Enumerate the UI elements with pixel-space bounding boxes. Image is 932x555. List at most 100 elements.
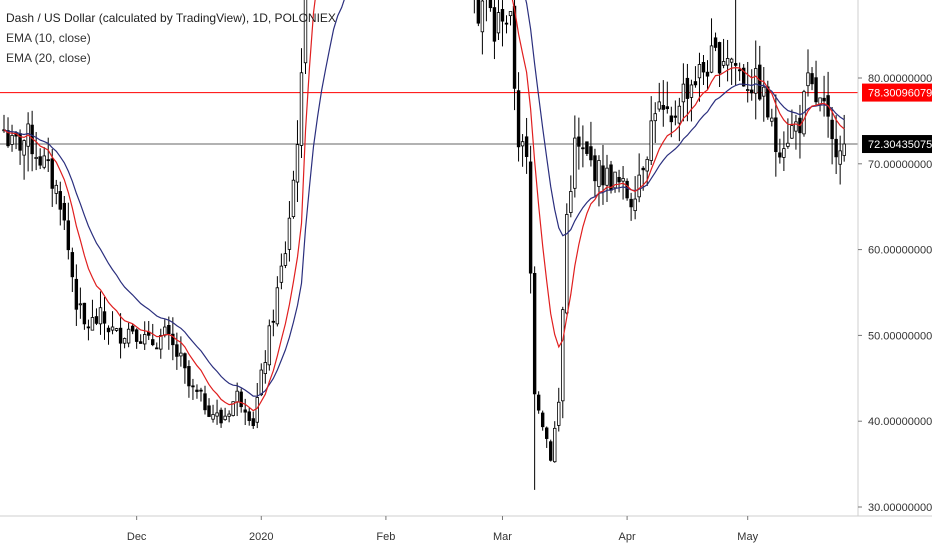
candle-body (74, 278, 79, 310)
candle (183, 352, 187, 384)
candle (247, 407, 251, 426)
candle (476, 0, 481, 27)
candle (54, 179, 58, 205)
candle-body (842, 143, 846, 156)
candle (798, 104, 802, 159)
candle-body (267, 325, 272, 366)
candle (235, 382, 239, 417)
x-tick-label: Feb (376, 531, 395, 543)
candle-body (705, 71, 710, 77)
candle (118, 313, 123, 359)
candle-body (589, 146, 593, 161)
candle (685, 63, 690, 122)
candle-body (536, 394, 541, 411)
candle-body (504, 22, 509, 25)
candle-body (187, 366, 191, 387)
candle-body (822, 97, 826, 102)
candle (605, 154, 609, 202)
candle-body (681, 83, 686, 103)
ema20-legend[interactable]: EMA (20, close) (6, 51, 91, 65)
candle (151, 323, 155, 347)
candle-body (179, 352, 183, 357)
candle-body (175, 344, 179, 357)
candle (263, 350, 267, 384)
candle-body (90, 317, 95, 331)
candle (275, 276, 280, 327)
candle-body (750, 89, 754, 94)
candle (741, 64, 746, 87)
candle-body (597, 160, 601, 187)
candle (585, 141, 589, 156)
ema10-legend[interactable]: EMA (10, close) (6, 31, 91, 45)
candle-body (814, 77, 818, 103)
candle (516, 72, 521, 162)
candle (814, 60, 818, 106)
candle-body (689, 84, 694, 98)
candle-body (762, 86, 766, 97)
last-price-label-bg (862, 135, 932, 154)
candle-body (561, 309, 565, 402)
candle (492, 0, 497, 60)
x-tick-label: Apr (619, 531, 636, 543)
ema10-line (3, 0, 845, 412)
candle (681, 63, 686, 122)
candle-body (134, 329, 139, 342)
candle-body (54, 184, 58, 194)
candle (593, 148, 597, 198)
candle-body (126, 328, 131, 344)
y-tick-label: 30.00000000 (868, 502, 932, 514)
candle (617, 169, 621, 193)
candle-body (545, 427, 549, 439)
candle-body (665, 106, 669, 110)
candle-body (227, 413, 231, 417)
level-price-label-bg (862, 83, 932, 102)
candle-body (661, 104, 665, 110)
candle (693, 66, 698, 88)
candle (609, 160, 613, 194)
price-axis: 30.00000000 40.00000000 50.00000000 60.0000… (857, 0, 932, 516)
candle-body (34, 156, 38, 159)
candle (520, 134, 525, 167)
candle (637, 153, 641, 203)
candle-body (758, 64, 762, 100)
candle (633, 176, 637, 220)
candle (842, 114, 846, 162)
candle (223, 407, 227, 421)
candle-body (492, 7, 497, 42)
candle (122, 337, 127, 349)
candle (721, 38, 726, 69)
y-tick-label: 80.00000000 (868, 73, 932, 85)
candle-body (279, 265, 284, 283)
candle (74, 264, 79, 326)
candle-body (114, 328, 119, 331)
candle (155, 342, 159, 350)
candle (536, 391, 541, 414)
candle-body (78, 303, 83, 306)
candle (287, 201, 292, 262)
candle-body (653, 113, 657, 122)
candle-body (94, 316, 99, 324)
candle (657, 82, 661, 112)
candle-body (102, 311, 107, 324)
candle-body (110, 326, 115, 331)
candle-body (741, 67, 746, 87)
candle (138, 334, 143, 344)
candle (569, 175, 573, 218)
candle-body (721, 61, 726, 66)
candle (175, 332, 179, 370)
candle-body (725, 58, 730, 66)
candle-body (255, 397, 259, 423)
candle (524, 117, 529, 174)
candle (553, 421, 557, 463)
candle-body (295, 144, 300, 183)
candle (838, 135, 842, 185)
candle-body (203, 393, 207, 411)
candle (98, 291, 103, 335)
candle-body (553, 427, 557, 463)
candle-body (669, 115, 674, 123)
candle-body (520, 141, 525, 147)
candle-body (729, 58, 734, 63)
candle (187, 360, 191, 398)
candle (207, 398, 211, 418)
